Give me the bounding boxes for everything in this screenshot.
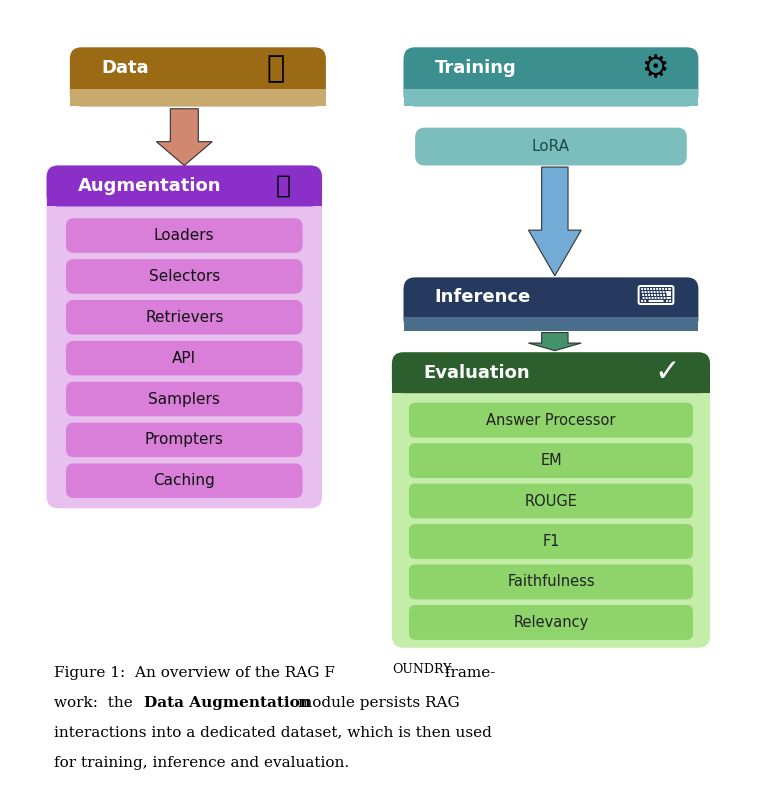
- Bar: [47, 186, 322, 206]
- FancyBboxPatch shape: [66, 422, 303, 457]
- Text: EM: EM: [540, 453, 562, 468]
- FancyBboxPatch shape: [66, 259, 303, 294]
- Bar: [404, 89, 698, 106]
- Bar: [70, 89, 326, 106]
- Polygon shape: [528, 333, 581, 351]
- Text: work:  the: work: the: [54, 696, 138, 710]
- FancyBboxPatch shape: [392, 352, 710, 393]
- FancyBboxPatch shape: [66, 341, 303, 375]
- FancyBboxPatch shape: [66, 381, 303, 416]
- FancyBboxPatch shape: [404, 47, 698, 106]
- Text: LoRA: LoRA: [532, 139, 570, 154]
- Text: 🔗: 🔗: [275, 174, 291, 198]
- FancyBboxPatch shape: [47, 165, 322, 206]
- Bar: [404, 317, 698, 331]
- Text: Retrievers: Retrievers: [145, 310, 223, 325]
- Text: ROUGE: ROUGE: [525, 493, 577, 508]
- FancyBboxPatch shape: [70, 47, 326, 106]
- FancyBboxPatch shape: [409, 403, 693, 437]
- FancyBboxPatch shape: [409, 443, 693, 478]
- FancyBboxPatch shape: [66, 300, 303, 335]
- FancyBboxPatch shape: [47, 165, 322, 508]
- Polygon shape: [528, 167, 581, 276]
- Text: Evaluation: Evaluation: [423, 364, 529, 381]
- Text: F1: F1: [542, 534, 559, 549]
- Text: for training, inference and evaluation.: for training, inference and evaluation.: [54, 756, 349, 770]
- FancyBboxPatch shape: [409, 605, 693, 640]
- Text: Samplers: Samplers: [148, 392, 220, 407]
- Text: Training: Training: [435, 59, 516, 77]
- Text: Caching: Caching: [154, 474, 215, 489]
- Text: Relevancy: Relevancy: [514, 615, 588, 630]
- FancyBboxPatch shape: [392, 352, 710, 648]
- Text: Faithfulness: Faithfulness: [508, 574, 594, 589]
- FancyBboxPatch shape: [66, 218, 303, 253]
- Text: Data: Data: [101, 59, 148, 77]
- Text: Answer Processor: Answer Processor: [487, 413, 615, 428]
- Text: ⚙️: ⚙️: [642, 54, 670, 83]
- Text: Selectors: Selectors: [149, 269, 220, 284]
- Text: interactions into a dedicated dataset, which is then used: interactions into a dedicated dataset, w…: [54, 726, 492, 740]
- FancyBboxPatch shape: [404, 277, 698, 331]
- Polygon shape: [156, 109, 212, 165]
- Text: Augmentation: Augmentation: [78, 177, 221, 195]
- FancyBboxPatch shape: [409, 564, 693, 600]
- Text: Figure 1:  An overview of the RAG F: Figure 1: An overview of the RAG F: [54, 666, 335, 680]
- Text: Prompters: Prompters: [145, 433, 223, 448]
- FancyBboxPatch shape: [409, 484, 693, 519]
- Text: module persists RAG: module persists RAG: [293, 696, 460, 710]
- Text: Loaders: Loaders: [154, 228, 215, 243]
- Text: Data Augmentation: Data Augmentation: [144, 696, 310, 710]
- Text: ✓: ✓: [655, 359, 680, 387]
- FancyBboxPatch shape: [409, 524, 693, 559]
- Text: frame-: frame-: [440, 666, 495, 680]
- Text: API: API: [172, 351, 196, 366]
- FancyBboxPatch shape: [415, 128, 687, 165]
- Text: 💾: 💾: [266, 54, 285, 83]
- Text: Inference: Inference: [435, 288, 531, 306]
- Text: OUNDRY: OUNDRY: [392, 663, 452, 675]
- Text: ⌨: ⌨: [636, 283, 676, 311]
- Bar: [392, 373, 710, 393]
- FancyBboxPatch shape: [66, 463, 303, 498]
